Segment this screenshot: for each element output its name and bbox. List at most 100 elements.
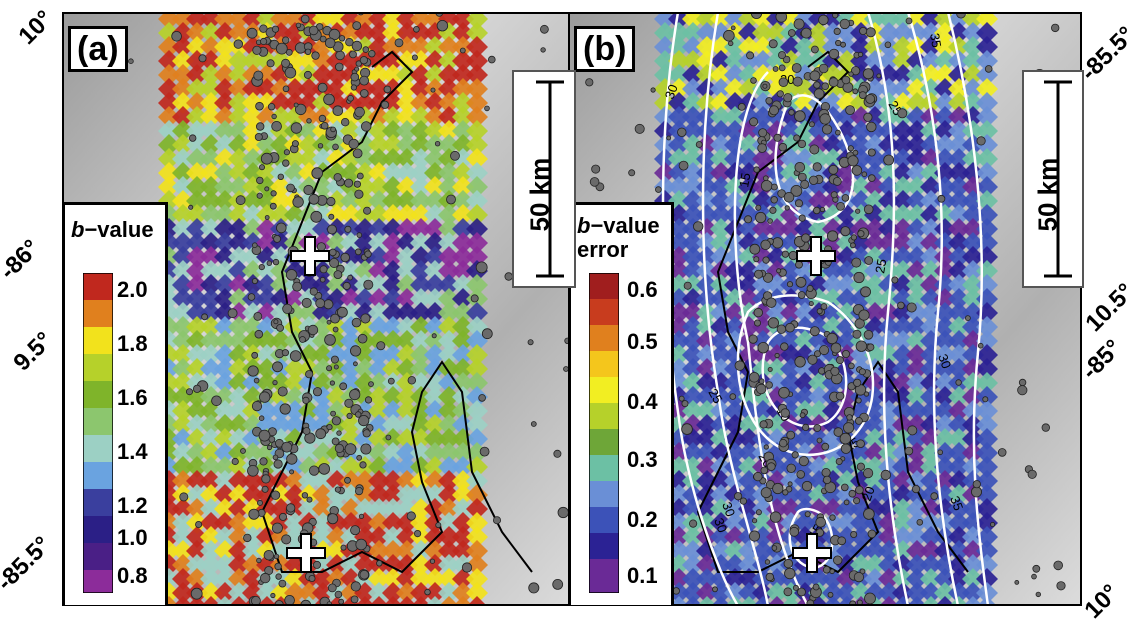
grid-cell [424,344,446,366]
earthquake-marker [255,101,264,111]
earthquake-marker [252,242,258,249]
grid-cell [710,204,732,226]
earthquake-marker [335,50,345,61]
earthquake-marker [306,118,312,124]
grid-cell [710,162,732,184]
earthquake-marker [478,394,486,402]
grid-cell [696,400,718,422]
grid-cell [298,134,320,156]
earthquake-marker [812,583,820,591]
grid-cell [766,358,788,380]
grid-cell [920,260,942,282]
grid-cell [186,568,208,590]
grid-cell [242,442,264,464]
grid-cell [284,358,306,380]
earthquake-marker [681,423,693,435]
grid-cell [186,358,208,380]
grid-cell [724,148,746,170]
earthquake-marker [784,205,790,211]
earthquake-marker [431,333,437,339]
earthquake-marker [475,261,488,274]
legend-title-b: b [577,213,591,238]
earthquake-marker [340,252,350,263]
grid-cell [382,190,404,212]
earthquake-marker [678,395,685,402]
grid-cell [410,344,432,366]
grid-cell [934,414,956,436]
grid-cell [410,568,432,590]
earthquake-marker [338,598,345,605]
grid-cell [382,176,404,198]
grid-cell [864,302,886,324]
grid-cell [766,246,788,268]
earthquake-marker [1032,564,1041,573]
earthquake-marker [972,480,981,489]
grid-cell [892,582,914,604]
grid-cell [172,246,194,268]
panel-a-svg [62,12,576,606]
grid-cell [710,106,732,128]
earthquake-marker [171,30,182,42]
grid-cell [228,204,250,226]
grid-cell [438,540,460,562]
grid-cell [452,274,474,296]
grid-cell [368,302,390,324]
grid-cell [878,428,900,450]
earthquake-marker [678,160,689,171]
grid-cell [270,78,292,100]
earthquake-marker [235,195,246,206]
grid-cell [368,120,390,142]
b-value-legend: b−value 2.0 1.8 1.6 1.4 1.2 1.0 0.8 [62,202,168,606]
grid-cell [228,344,250,366]
grid-cell [452,218,474,240]
grid-cell [172,540,194,562]
grid-cell [326,400,348,422]
grid-cell [710,330,732,352]
grid-cell [466,232,488,254]
grid-cell [934,582,956,604]
earthquake-marker [769,206,777,214]
earthquake-marker [854,318,865,329]
grid-cell [452,344,474,366]
grid-cell [466,554,488,576]
grid-cell [424,554,446,576]
earthquake-marker [760,180,773,192]
grid-cell [410,148,432,170]
grid-cell [668,78,690,100]
grid-cell [228,106,250,128]
earthquake-marker [689,519,698,528]
earthquake-marker [808,301,814,307]
earthquake-marker [739,497,747,505]
earthquake-marker [360,443,372,455]
grid-cell [382,302,404,324]
grid-cell [780,36,802,58]
contour-label: 35 [927,32,944,49]
grid-cell [466,36,488,58]
grid-cell [382,582,404,604]
grid-cell [172,498,194,520]
earthquake-marker [359,56,368,65]
grid-cell [710,484,732,506]
tick-label: 1.8 [117,331,148,356]
grid-cell [438,582,460,604]
earthquake-marker [793,18,805,30]
grid-cell [710,344,732,366]
grid-cell [439,596,459,606]
grid-cell [298,484,320,506]
grid-cell [228,92,250,114]
earthquake-marker [809,326,820,337]
earthquake-marker [364,396,373,404]
earthquake-marker [866,343,875,352]
contour-label: 30 [662,82,681,101]
grid-cell [452,106,474,128]
coord-right-mid-lon: -85° [1076,334,1128,385]
grid-cell [850,442,872,464]
earthquake-marker [269,202,277,210]
grid-cell [920,176,942,198]
grid-cell [466,162,488,184]
grid-cell [976,400,998,422]
earthquake-marker [354,486,364,496]
grid-cell [186,414,208,436]
earthquake-marker [329,380,335,386]
earthquake-marker [320,122,329,130]
